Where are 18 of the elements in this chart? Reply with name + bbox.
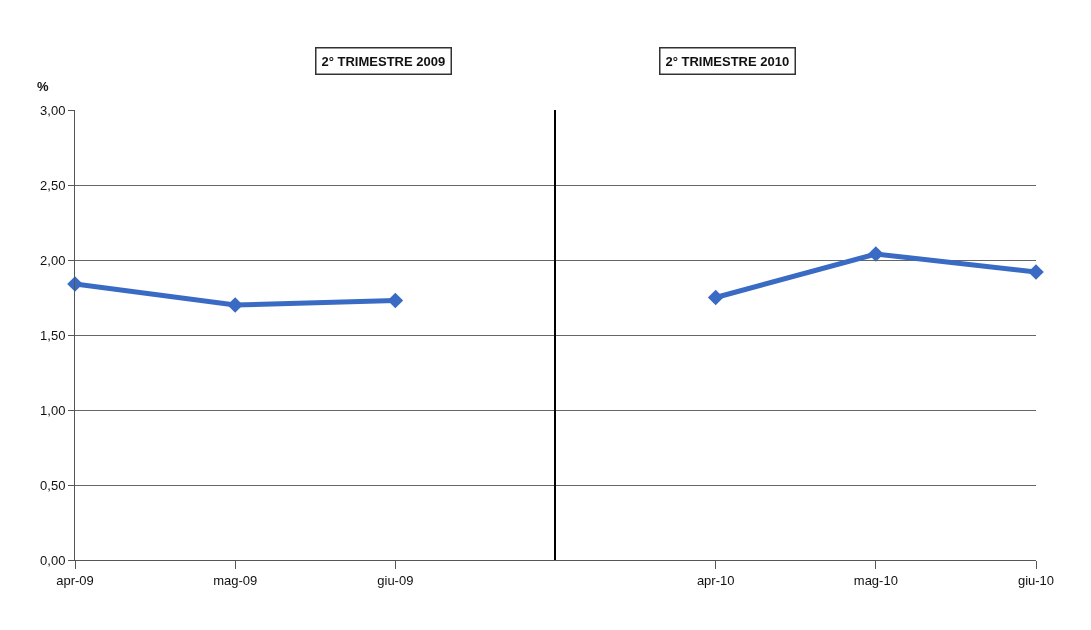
x-tick-label: mag-09	[213, 572, 258, 588]
x-tick-label: mag-10	[853, 572, 898, 588]
y-tick-label: 2,00	[40, 252, 66, 268]
point	[227, 297, 243, 313]
y-tick-label: 3,00	[40, 102, 66, 118]
x-tick-label: giu-09	[377, 572, 414, 588]
y-tick-label: 0,00	[40, 552, 66, 568]
y-tick-label: 2,50	[40, 177, 66, 193]
chart-title: 2° TRIMESTRE 2009	[321, 53, 446, 69]
chart-title: 2° TRIMESTRE 2010	[665, 53, 790, 69]
y-tick-label: 1,50	[40, 327, 66, 343]
x-tick-label: giu-10	[1017, 572, 1055, 588]
y-axis-title: %	[37, 79, 49, 94]
point	[387, 292, 404, 309]
y-tick-label: 0,50	[40, 477, 66, 493]
y-tick-label: 1,00	[40, 402, 66, 418]
x-tick-label: apr-09	[56, 572, 94, 588]
x-tick-label: apr-10	[696, 572, 735, 588]
